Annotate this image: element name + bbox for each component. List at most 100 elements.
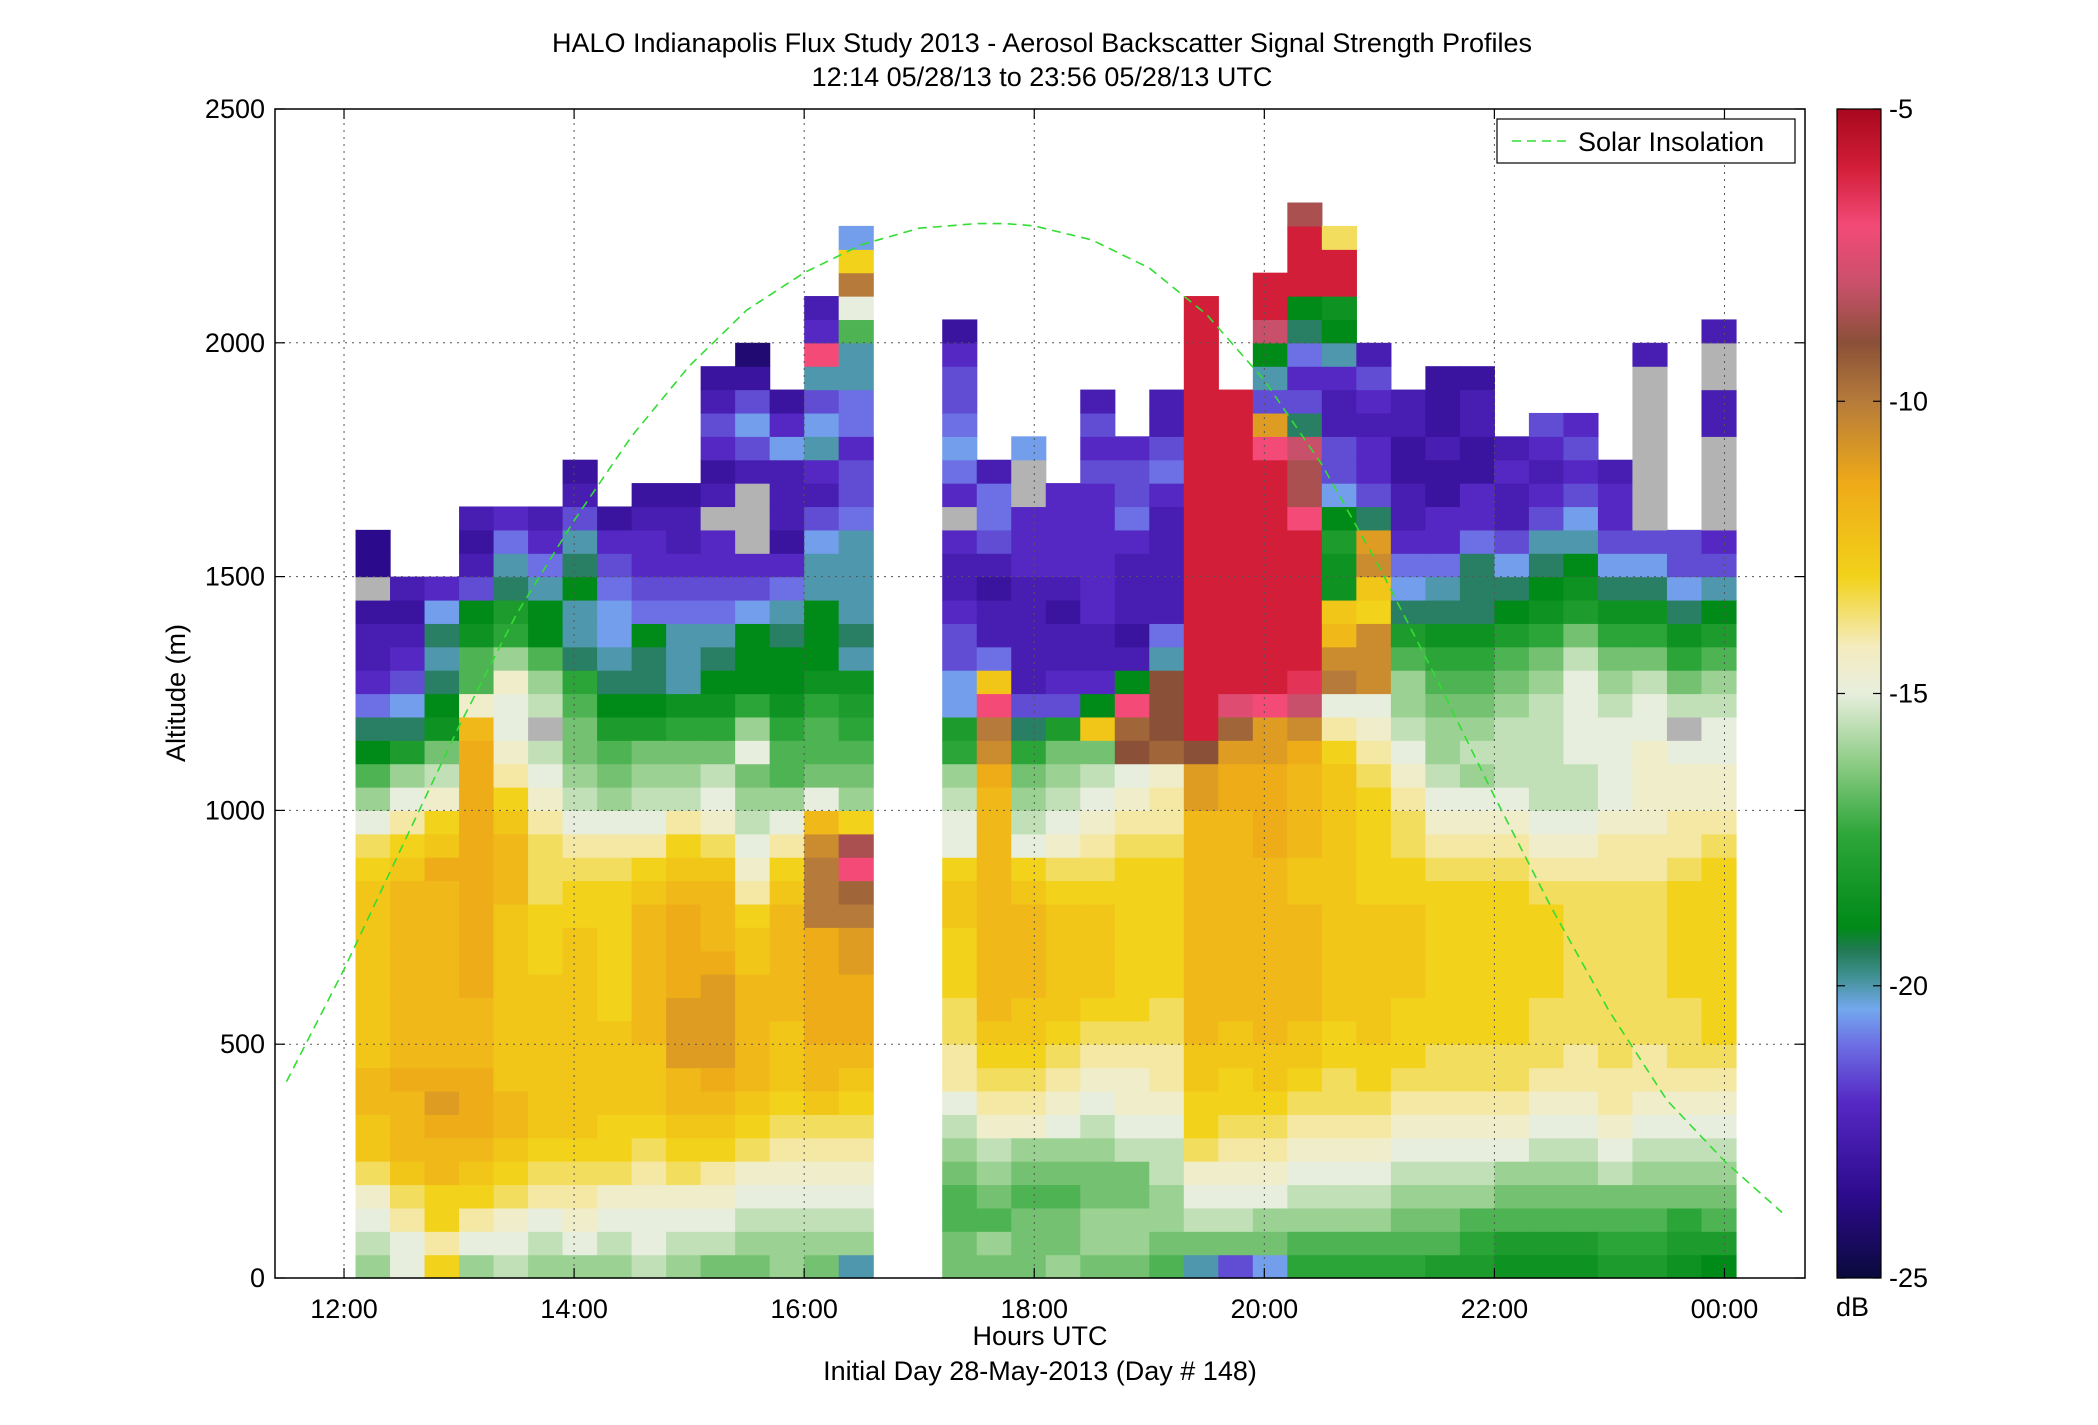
heatmap-cell <box>355 1044 391 1069</box>
heatmap-cell <box>700 1184 736 1209</box>
heatmap-cell <box>1390 903 1426 928</box>
heatmap-cell <box>700 436 736 461</box>
heatmap-cell <box>424 810 460 835</box>
heatmap-cell <box>1114 1254 1150 1279</box>
heatmap-cell <box>838 529 874 554</box>
heatmap-cell <box>597 553 633 578</box>
heatmap-cell <box>459 1207 495 1232</box>
heatmap-cell <box>666 623 702 648</box>
heatmap-cell <box>562 1161 598 1186</box>
heatmap-cell <box>1666 553 1703 578</box>
heatmap-cell <box>666 740 702 765</box>
heatmap-cell <box>1701 623 1737 648</box>
heatmap-cell <box>1321 1090 1357 1115</box>
heatmap-cell <box>562 716 598 741</box>
heatmap-cell <box>700 389 736 414</box>
heatmap-cell <box>1459 412 1495 437</box>
heatmap-cell <box>1149 576 1185 601</box>
heatmap-cell <box>1459 810 1495 835</box>
heatmap-cell <box>1494 483 1530 508</box>
heatmap-cell <box>1114 693 1150 718</box>
heatmap-cell <box>700 670 736 695</box>
heatmap-cell <box>562 576 598 601</box>
heatmap-cell <box>838 506 874 531</box>
heatmap-cell <box>1666 1184 1703 1209</box>
heatmap-cell <box>769 1207 805 1232</box>
heatmap-cell <box>735 366 771 391</box>
heatmap-cell <box>1045 1231 1081 1256</box>
heatmap-cell <box>1701 1114 1737 1139</box>
heatmap-cell <box>1632 903 1668 928</box>
heatmap-cell <box>390 1161 426 1186</box>
heatmap-cell <box>1563 506 1599 531</box>
heatmap-cell <box>804 810 840 835</box>
heatmap-cell <box>631 903 667 928</box>
heatmap-cell <box>597 974 633 999</box>
heatmap-cell <box>1287 1137 1323 1162</box>
heatmap-cell <box>1563 529 1599 554</box>
heatmap-cell <box>1080 950 1116 975</box>
heatmap-cell <box>1252 997 1288 1022</box>
heatmap-cell <box>355 1207 391 1232</box>
heatmap-cell <box>1321 249 1357 274</box>
heatmap-cell <box>424 1044 460 1069</box>
heatmap-cell <box>1321 272 1357 297</box>
heatmap-cell <box>1183 670 1219 695</box>
heatmap-cell <box>1632 1114 1668 1139</box>
heatmap-cell <box>700 857 736 882</box>
heatmap-cell <box>1528 1067 1565 1092</box>
heatmap-cell <box>1149 880 1185 905</box>
heatmap-cell <box>976 553 1012 578</box>
heatmap-cell <box>1528 599 1565 624</box>
heatmap-cell <box>355 880 391 905</box>
heatmap-cell <box>1632 389 1668 414</box>
heatmap-cell <box>1563 670 1599 695</box>
heatmap-cell <box>1494 740 1530 765</box>
heatmap-cell <box>459 833 495 858</box>
heatmap-cell <box>1597 599 1634 624</box>
heatmap-cell <box>1011 787 1047 811</box>
heatmap-cell <box>942 950 978 975</box>
heatmap-cell <box>493 576 529 601</box>
heatmap-cell <box>1494 459 1530 484</box>
heatmap-cell <box>700 483 736 508</box>
heatmap-cell <box>1632 670 1668 695</box>
heatmap-cell <box>1390 1044 1426 1069</box>
heatmap-cell <box>1597 880 1634 905</box>
heatmap-cell <box>1494 763 1530 788</box>
heatmap-cell <box>1701 529 1737 554</box>
heatmap-cell <box>1356 1231 1392 1256</box>
heatmap-cell <box>1425 623 1461 648</box>
heatmap-cell <box>1701 997 1737 1022</box>
heatmap-cell <box>735 576 771 601</box>
heatmap-cell <box>1459 740 1495 765</box>
heatmap-cell <box>942 1137 978 1162</box>
heatmap-cell <box>1149 529 1185 554</box>
heatmap-cell <box>562 1137 598 1162</box>
heatmap-cell <box>1666 1137 1703 1162</box>
heatmap-cell <box>1218 670 1254 695</box>
heatmap-cell <box>493 1067 529 1092</box>
heatmap-cell <box>1080 1137 1116 1162</box>
heatmap-cell <box>1597 740 1634 765</box>
heatmap-cell <box>1390 1207 1426 1232</box>
heatmap-cell <box>1459 833 1495 858</box>
heatmap-cell <box>1287 763 1323 788</box>
x-axis-label: Hours UTC <box>972 1321 1107 1351</box>
heatmap-cell <box>1149 1044 1185 1069</box>
heatmap-cell <box>1114 1231 1150 1256</box>
heatmap-cell <box>1356 740 1392 765</box>
heatmap-cell <box>838 903 874 928</box>
heatmap-cell <box>390 693 426 718</box>
heatmap-cell <box>942 857 978 882</box>
heatmap-cell <box>597 506 633 531</box>
heatmap-cell <box>1494 436 1530 461</box>
y-tick-label: 2000 <box>205 328 265 358</box>
heatmap-cell <box>1425 553 1461 578</box>
heatmap-cell <box>735 646 771 671</box>
heatmap-cell <box>631 623 667 648</box>
heatmap-cell <box>838 670 874 695</box>
heatmap-cell <box>1632 950 1668 975</box>
heatmap-cell <box>1390 1161 1426 1186</box>
heatmap-cell <box>1149 693 1185 718</box>
